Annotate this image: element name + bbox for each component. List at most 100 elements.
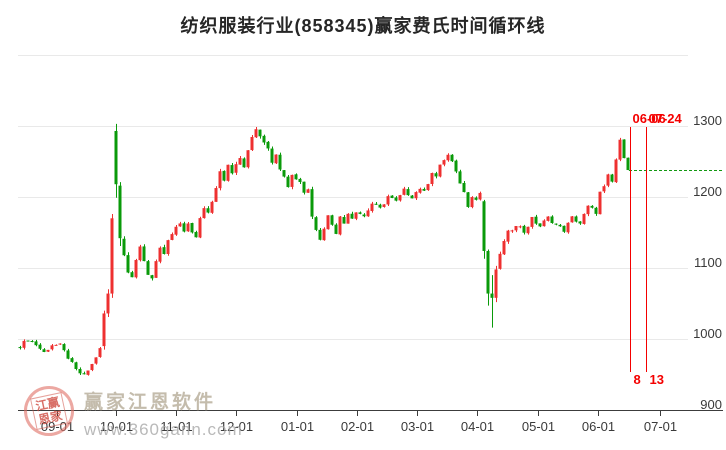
candle-body (434, 173, 438, 177)
candle-body (154, 261, 158, 278)
candle-body (210, 201, 214, 213)
candle-body (622, 139, 626, 159)
candle-body (38, 344, 42, 349)
candle-body (74, 362, 78, 370)
candle-body (370, 203, 374, 212)
candle-body (366, 210, 370, 217)
candle-body (362, 214, 366, 217)
candle-body (114, 130, 118, 185)
candle-body (194, 231, 198, 238)
candle-body (446, 154, 450, 161)
candle-body (158, 247, 162, 262)
candle-body (82, 373, 86, 375)
candle-body (290, 174, 294, 187)
candle-body (502, 241, 506, 255)
candle-body (66, 350, 70, 359)
candle-body (378, 204, 382, 208)
candle-body (298, 178, 302, 182)
candle-body (222, 170, 226, 181)
candle-body (322, 228, 326, 241)
y-axis-label: 1300 (693, 113, 722, 128)
candle-body (554, 223, 558, 225)
candle-body (166, 240, 170, 254)
cycle-fib-label: 8 (634, 372, 641, 387)
candle-body (490, 293, 494, 298)
candle-body (614, 159, 618, 183)
candle-body (330, 215, 334, 225)
candle-body (578, 221, 582, 224)
candle-body (546, 216, 550, 221)
candle-body (50, 345, 54, 350)
candle-body (238, 158, 242, 165)
candle-body (618, 139, 622, 160)
candle-body (550, 216, 554, 224)
candle-body (394, 197, 398, 201)
candle-body (606, 174, 610, 186)
x-axis-label: 03-01 (401, 419, 434, 434)
candle-body (478, 192, 482, 200)
candle-body (582, 213, 586, 224)
candle-body (398, 195, 402, 201)
candle-body (474, 197, 478, 200)
candle-body (106, 293, 110, 314)
candle-body (26, 340, 30, 342)
candle-body (70, 358, 74, 362)
candle-body (382, 204, 386, 207)
candle-body (498, 253, 502, 269)
candle-body (30, 340, 34, 342)
candle-body (514, 225, 518, 231)
candle-body (418, 188, 422, 193)
candle-body (258, 129, 262, 137)
candle-body (90, 363, 94, 371)
candle-body (402, 188, 406, 195)
candle-body (134, 259, 138, 278)
candle-body (18, 347, 22, 349)
candle-body (486, 250, 490, 294)
candle-body (142, 246, 146, 262)
candle-body (626, 157, 630, 171)
candle-body (130, 272, 134, 278)
candle-body (570, 216, 574, 223)
candle-body (610, 174, 614, 182)
candle-body (326, 215, 330, 230)
x-axis-label: 10-01 (100, 419, 133, 434)
candle-body (518, 226, 522, 228)
candle-body (574, 216, 578, 222)
candle-body (314, 217, 318, 230)
candle-body (586, 205, 590, 215)
cycle-date-label: 06-06 (633, 111, 666, 126)
candle-body (234, 164, 238, 173)
candle-body (386, 196, 390, 205)
candle-body (590, 205, 594, 208)
candle-body (354, 212, 358, 219)
candle-body (562, 225, 566, 232)
candle-body (414, 192, 418, 199)
candle-body (62, 344, 66, 351)
x-axis-label: 02-01 (341, 419, 374, 434)
candle-body (534, 216, 538, 224)
candle-body (342, 217, 346, 224)
candle-body (98, 348, 102, 357)
candle-body (218, 171, 222, 189)
candle-body (42, 349, 46, 352)
candle-body (250, 136, 254, 151)
candle-body (310, 189, 314, 217)
candle-body (302, 181, 306, 193)
candle-body (270, 148, 274, 163)
candle-body (178, 223, 182, 227)
candle-body (430, 173, 434, 184)
candle-body (470, 197, 474, 208)
candle-body (254, 129, 258, 138)
candle-body (86, 370, 90, 375)
y-axis-label: 900 (700, 397, 722, 412)
cycle-fib-label: 13 (650, 372, 664, 387)
x-axis-label: 11-01 (160, 419, 192, 434)
candle-body (506, 230, 510, 242)
candle-body (334, 224, 338, 234)
candle-body (262, 135, 266, 143)
candle-body (530, 216, 534, 227)
candle-body (242, 158, 246, 168)
candle-body (206, 208, 210, 213)
candle-body (482, 201, 486, 251)
